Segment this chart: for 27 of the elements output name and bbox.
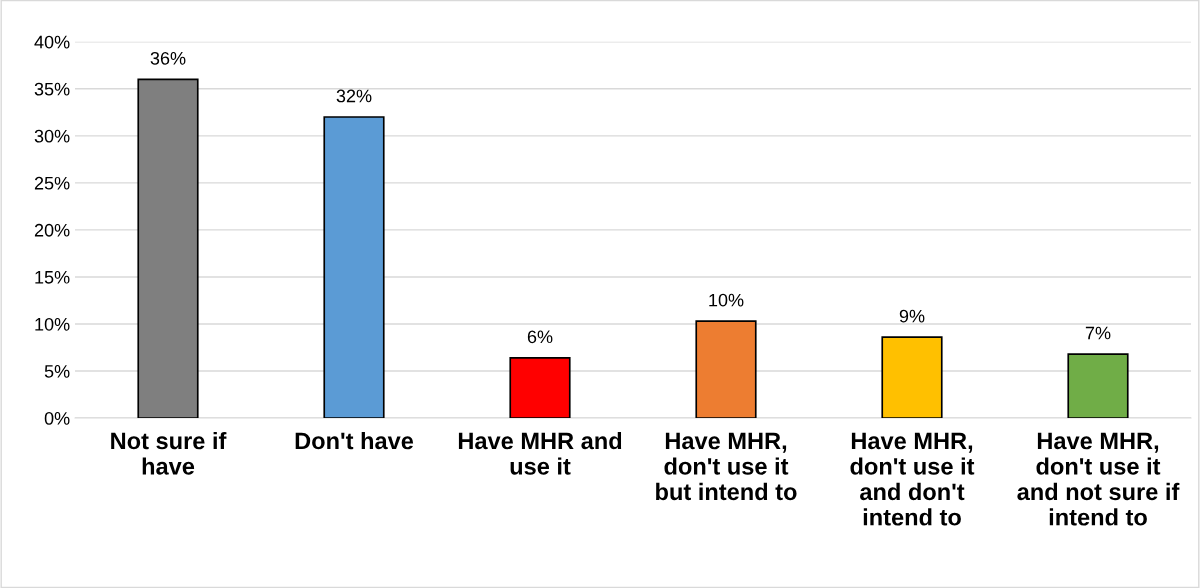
y-tick-label: 20% [34,223,70,237]
bar [509,357,571,419]
y-tick-label: 5% [44,365,70,378]
y-tick-label: 10% [35,317,70,331]
y-tick-label: 40% [34,35,70,49]
bar [137,78,199,419]
bar [323,116,385,419]
x-tick-label: Have MHR and use it [458,431,622,475]
data-label: 36% [150,51,186,65]
x-tick-label: Have MHR, don't use it and not sure if intend to [1017,432,1180,526]
data-label: 6% [527,330,553,344]
data-label: 32% [336,89,372,103]
y-tick-label: 15% [35,270,70,284]
y-tick-label: 0% [44,412,70,425]
x-tick-label: Have MHR, don't use it and don't intend to [850,432,975,526]
bar [1067,353,1129,419]
bar [695,320,757,419]
y-tick-label: 35% [34,82,70,96]
y-tick-label: 30% [34,129,70,143]
data-label: 7% [1085,326,1111,340]
x-tick-label: Not sure if have [111,431,227,475]
x-tick-label: Have MHR, don't use it but intend to [656,432,797,501]
bar [881,336,943,419]
data-label: 9% [899,309,925,323]
data-label: 10% [709,293,744,307]
y-tick-label: 25% [34,176,70,190]
x-tick-label: Don't have [295,431,414,450]
